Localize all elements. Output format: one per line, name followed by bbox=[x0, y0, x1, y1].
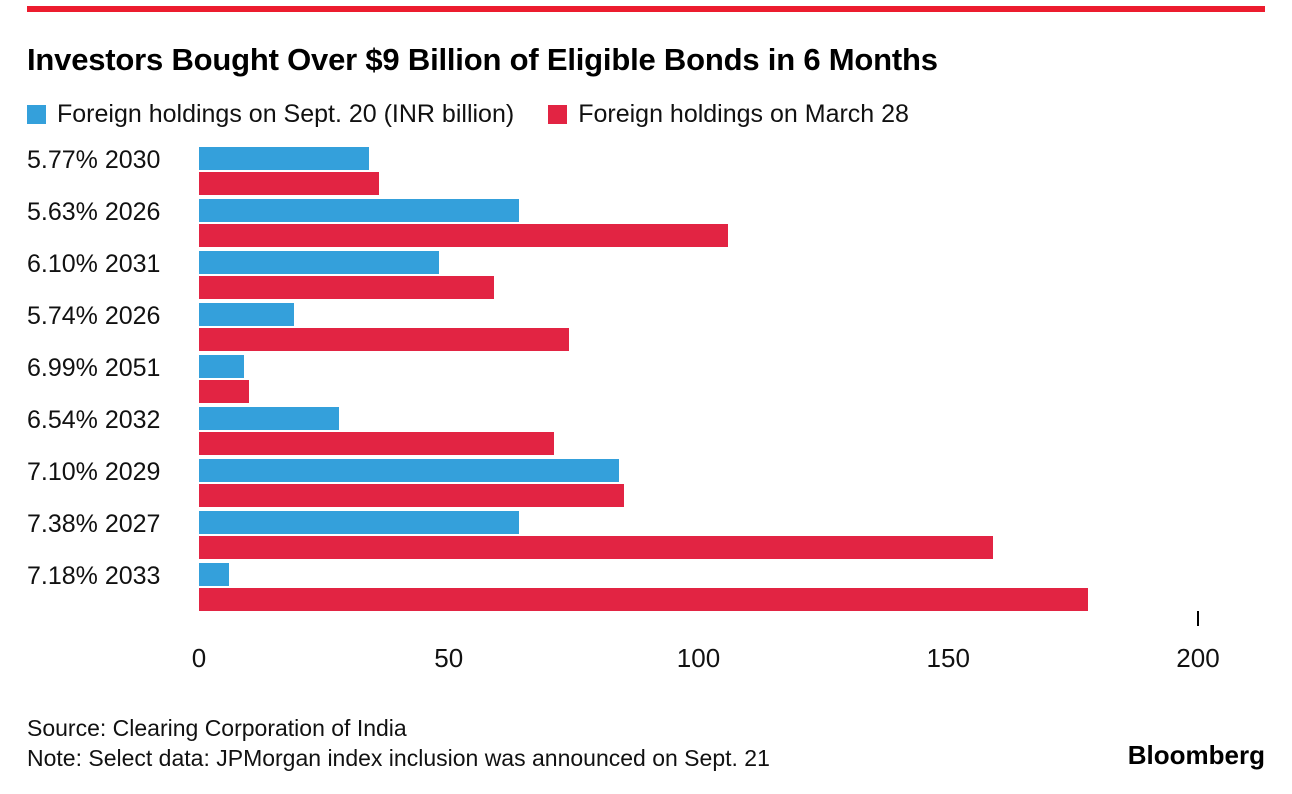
bar-group bbox=[199, 303, 1198, 351]
category-label: 5.77% 2030 bbox=[27, 146, 161, 174]
bar-series-0 bbox=[199, 303, 294, 326]
bar-series-0 bbox=[199, 199, 519, 222]
x-tick-label: 200 bbox=[1176, 643, 1220, 673]
bar-series-1 bbox=[199, 276, 494, 299]
legend-label-march28: Foreign holdings on March 28 bbox=[578, 100, 909, 128]
footer-text: Source: Clearing Corporation of India No… bbox=[27, 713, 770, 773]
x-tick-label: 150 bbox=[926, 643, 970, 673]
chart-legend: Foreign holdings on Sept. 20 (INR billio… bbox=[27, 100, 1265, 129]
bar-series-1 bbox=[199, 380, 249, 403]
bar-series-1 bbox=[199, 328, 569, 351]
chart-row: 6.99% 2051 bbox=[27, 355, 1265, 407]
chart-row: 6.10% 2031 bbox=[27, 251, 1265, 303]
legend-item-sept20: Foreign holdings on Sept. 20 (INR billio… bbox=[27, 100, 514, 129]
x-tick-label: 100 bbox=[676, 643, 721, 673]
bar-series-0 bbox=[199, 511, 519, 534]
chart-row: 5.63% 2026 bbox=[27, 199, 1265, 251]
bar-group bbox=[199, 355, 1198, 403]
bloomberg-logo: Bloomberg bbox=[1127, 740, 1265, 770]
bar-series-1 bbox=[199, 536, 994, 559]
bar-series-0 bbox=[199, 407, 339, 430]
x-tick-label: 0 bbox=[191, 643, 207, 673]
chart-row: 5.74% 2026 bbox=[27, 303, 1265, 355]
bar-group bbox=[199, 511, 1198, 559]
category-label: 7.10% 2029 bbox=[27, 458, 161, 486]
bar-group bbox=[199, 147, 1198, 195]
category-label: 7.18% 2033 bbox=[27, 562, 161, 590]
bar-series-0 bbox=[199, 251, 439, 274]
legend-label-sept20: Foreign holdings on Sept. 20 (INR billio… bbox=[57, 100, 515, 128]
category-label: 6.54% 2032 bbox=[27, 406, 161, 434]
category-label: 6.99% 2051 bbox=[27, 354, 161, 382]
category-label: 5.63% 2026 bbox=[27, 198, 161, 226]
source-text: Source: Clearing Corporation of India bbox=[27, 715, 407, 741]
bar-series-0 bbox=[199, 355, 244, 378]
chart-row: 7.10% 2029 bbox=[27, 459, 1265, 511]
category-label: 7.38% 2027 bbox=[27, 510, 161, 538]
category-label: 6.10% 2031 bbox=[27, 250, 161, 278]
top-accent-rule bbox=[27, 6, 1265, 12]
footer: Source: Clearing Corporation of India No… bbox=[27, 713, 1265, 773]
bar-series-0 bbox=[199, 459, 619, 482]
bar-series-1 bbox=[199, 224, 729, 247]
bar-series-1 bbox=[199, 432, 554, 455]
x-axis: 0 50 100 150 200 bbox=[192, 611, 1220, 681]
bar-series-1 bbox=[199, 588, 1089, 611]
chart-row: 7.18% 2033 bbox=[27, 563, 1265, 615]
chart-row: 6.54% 2032 bbox=[27, 407, 1265, 459]
bar-group bbox=[199, 199, 1198, 247]
bar-group bbox=[199, 407, 1198, 455]
bar-group bbox=[199, 563, 1198, 611]
bar-series-0 bbox=[199, 147, 369, 170]
bar-series-1 bbox=[199, 484, 624, 507]
chart-row: 7.38% 2027 bbox=[27, 511, 1265, 563]
legend-swatch-sept20 bbox=[27, 105, 46, 124]
bar-group bbox=[199, 459, 1198, 507]
chart-row: 5.77% 2030 bbox=[27, 147, 1265, 199]
bar-series-1 bbox=[199, 172, 379, 195]
category-label: 5.74% 2026 bbox=[27, 302, 161, 330]
bar-series-0 bbox=[199, 563, 229, 586]
chart-title: Investors Bought Over $9 Billion of Elig… bbox=[27, 42, 938, 77]
x-tick-mark bbox=[1197, 611, 1199, 626]
bar-group bbox=[199, 251, 1198, 299]
bar-chart: 5.77% 2030 5.63% 2026 6.10% 2031 5.74% 2026… bbox=[27, 147, 1265, 681]
legend-item-march28: Foreign holdings on March 28 bbox=[548, 100, 909, 129]
note-text: Note: Select data: JPMorgan index inclus… bbox=[27, 745, 770, 771]
chart-rows: 5.77% 2030 5.63% 2026 6.10% 2031 5.74% 2026… bbox=[27, 147, 1265, 615]
legend-swatch-march28 bbox=[548, 105, 568, 124]
x-tick-label: 50 bbox=[434, 643, 464, 673]
